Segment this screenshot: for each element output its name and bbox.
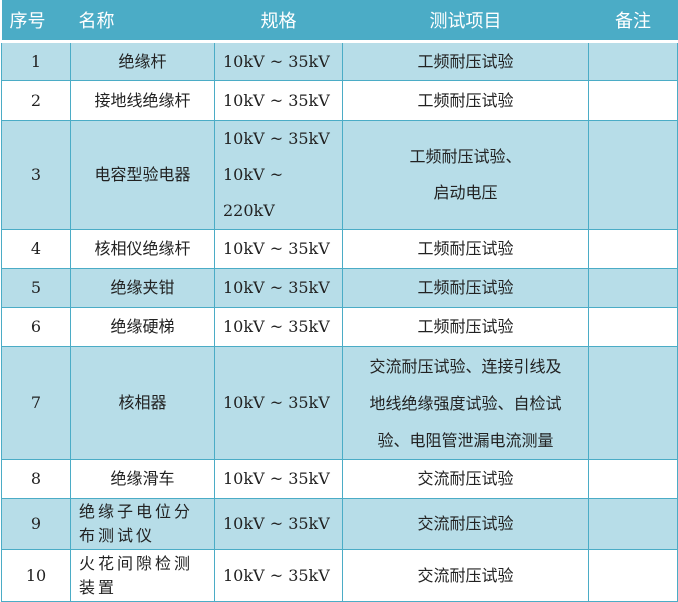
row-note	[588, 307, 678, 347]
row-test-line: 工频耐压试验	[417, 278, 514, 297]
row-test-line: 验、电阻管泄漏电流测量	[377, 430, 554, 450]
row-test: 交流耐压试验	[342, 459, 589, 499]
row-no: 7	[1, 346, 71, 460]
row-note	[588, 346, 678, 460]
row-name: 核相器	[70, 346, 215, 460]
row-note	[588, 549, 678, 602]
row-no: 2	[1, 80, 71, 121]
row-name: 接地线绝缘杆	[70, 80, 215, 121]
header-note: 备注	[588, 0, 678, 43]
row-name: 绝缘子电位分布测试仪	[70, 498, 215, 550]
row-test-line: 工频耐压试验、	[409, 147, 522, 166]
row-spec: 10kV ~ 35kV	[214, 549, 343, 602]
row-test-line: 工频耐压试验	[417, 317, 514, 336]
table-row: 2 接地线绝缘杆 10kV ~ 35kV 工频耐压试验	[1, 80, 678, 121]
row-test: 工频耐压试验	[342, 307, 589, 347]
row-test: 工频耐压试验	[342, 229, 589, 269]
row-test-line: 启动电压	[433, 183, 498, 202]
table-row: 4 核相仪绝缘杆 10kV ~ 35kV 工频耐压试验	[1, 229, 678, 269]
row-test-line: 交流耐压试验	[417, 565, 514, 585]
row-spec: 10kV ~ 35kV	[214, 229, 343, 269]
row-no: 5	[1, 268, 71, 308]
row-spec: 10kV ~ 35kV	[214, 268, 343, 308]
table-row: 9 绝缘子电位分布测试仪 10kV ~ 35kV 交流耐压试验	[1, 498, 678, 550]
row-test: 交流耐压试验	[342, 498, 589, 550]
row-note	[588, 120, 678, 230]
row-spec-line: 10kV ~ 35kV	[223, 565, 330, 585]
row-spec-line: 10kV ~ 35kV	[223, 317, 330, 336]
row-note	[588, 80, 678, 121]
row-spec-line: 10kV ~ 220kV	[223, 165, 284, 220]
row-spec-line: 10kV ~ 35kV	[223, 51, 330, 71]
row-test: 工频耐压试验、 启动电压	[342, 120, 589, 230]
row-spec-line: 10kV ~ 35kV	[223, 469, 330, 488]
row-no: 8	[1, 459, 71, 499]
row-no: 1	[1, 41, 71, 81]
row-spec: 10kV ~ 35kV 10kV ~ 220kV	[214, 120, 343, 230]
row-spec: 10kV ~ 35kV	[214, 307, 343, 347]
row-note	[588, 229, 678, 269]
row-no: 3	[1, 120, 71, 230]
row-spec-line: 10kV ~ 35kV	[223, 278, 330, 297]
row-name: 火花间隙检测装置	[70, 549, 215, 602]
row-test: 工频耐压试验	[342, 41, 589, 81]
row-test-line: 工频耐压试验	[417, 90, 514, 110]
header-test: 测试项目	[342, 0, 589, 43]
row-name: 绝缘滑车	[70, 459, 215, 499]
row-no: 4	[1, 229, 71, 269]
row-test: 工频耐压试验	[342, 80, 589, 121]
row-spec: 10kV ~ 35kV	[214, 80, 343, 121]
row-no: 9	[1, 498, 71, 550]
row-name: 绝缘硬梯	[70, 307, 215, 347]
table-row: 7 核相器 10kV ~ 35kV 交流耐压试验、连接引线及 地线绝缘强度试验、自检试验…	[1, 346, 678, 460]
row-name: 电容型验电器	[70, 120, 215, 230]
table-row: 10 火花间隙检测装置 10kV ~ 35kV 交流耐压试验	[1, 549, 678, 602]
row-spec-line: 10kV ~ 35kV	[223, 514, 330, 533]
row-note	[588, 498, 678, 550]
row-test-line: 工频耐压试验	[417, 51, 514, 71]
header-spec: 规格	[214, 0, 343, 43]
row-name: 绝缘杆	[70, 41, 215, 81]
row-spec-line: 10kV ~ 35kV	[223, 90, 330, 110]
row-note	[588, 268, 678, 308]
row-spec-line: 10kV ~ 35kV	[223, 393, 330, 412]
row-test: 交流耐压试验、连接引线及 地线绝缘强度试验、自检试 验、电阻管泄漏电流测量	[342, 346, 589, 460]
table-row: 3 电容型验电器 10kV ~ 35kV 10kV ~ 220kV 工频耐压试验、 启动电…	[1, 120, 678, 230]
table-row: 5 绝缘夹钳 10kV ~ 35kV 工频耐压试验	[1, 268, 678, 308]
row-test-line: 交流耐压试验	[417, 514, 514, 533]
table-row: 8 绝缘滑车 10kV ~ 35kV 交流耐压试验	[1, 459, 678, 499]
row-no: 6	[1, 307, 71, 347]
row-spec: 10kV ~ 35kV	[214, 346, 343, 460]
row-test-line: 地线绝缘强度试验、自检试	[369, 393, 562, 413]
row-spec: 10kV ~ 35kV	[214, 459, 343, 499]
row-no: 10	[1, 549, 71, 602]
row-test: 工频耐压试验	[342, 268, 589, 308]
row-test-line: 工频耐压试验	[417, 239, 514, 258]
row-spec: 10kV ~ 35kV	[214, 498, 343, 550]
row-note	[588, 41, 678, 81]
row-test-line: 交流耐压试验	[417, 469, 514, 488]
table-row: 6 绝缘硬梯 10kV ~ 35kV 工频耐压试验	[1, 307, 678, 347]
row-note	[588, 459, 678, 499]
row-test-line: 交流耐压试验、连接引线及	[369, 356, 562, 376]
row-spec: 10kV ~ 35kV	[214, 41, 343, 81]
header-no: 序号	[1, 0, 71, 43]
row-test: 交流耐压试验	[342, 549, 589, 602]
table-row: 1 绝缘杆 10kV ~ 35kV 工频耐压试验	[1, 41, 678, 81]
header-name: 名称	[70, 0, 215, 43]
header-row: 序号 名称 规格 测试项目 备注	[1, 0, 678, 43]
row-spec-line: 10kV ~ 35kV	[223, 129, 330, 148]
row-spec-line: 10kV ~ 35kV	[223, 239, 330, 258]
row-name: 核相仪绝缘杆	[70, 229, 215, 269]
row-name: 绝缘夹钳	[70, 268, 215, 308]
